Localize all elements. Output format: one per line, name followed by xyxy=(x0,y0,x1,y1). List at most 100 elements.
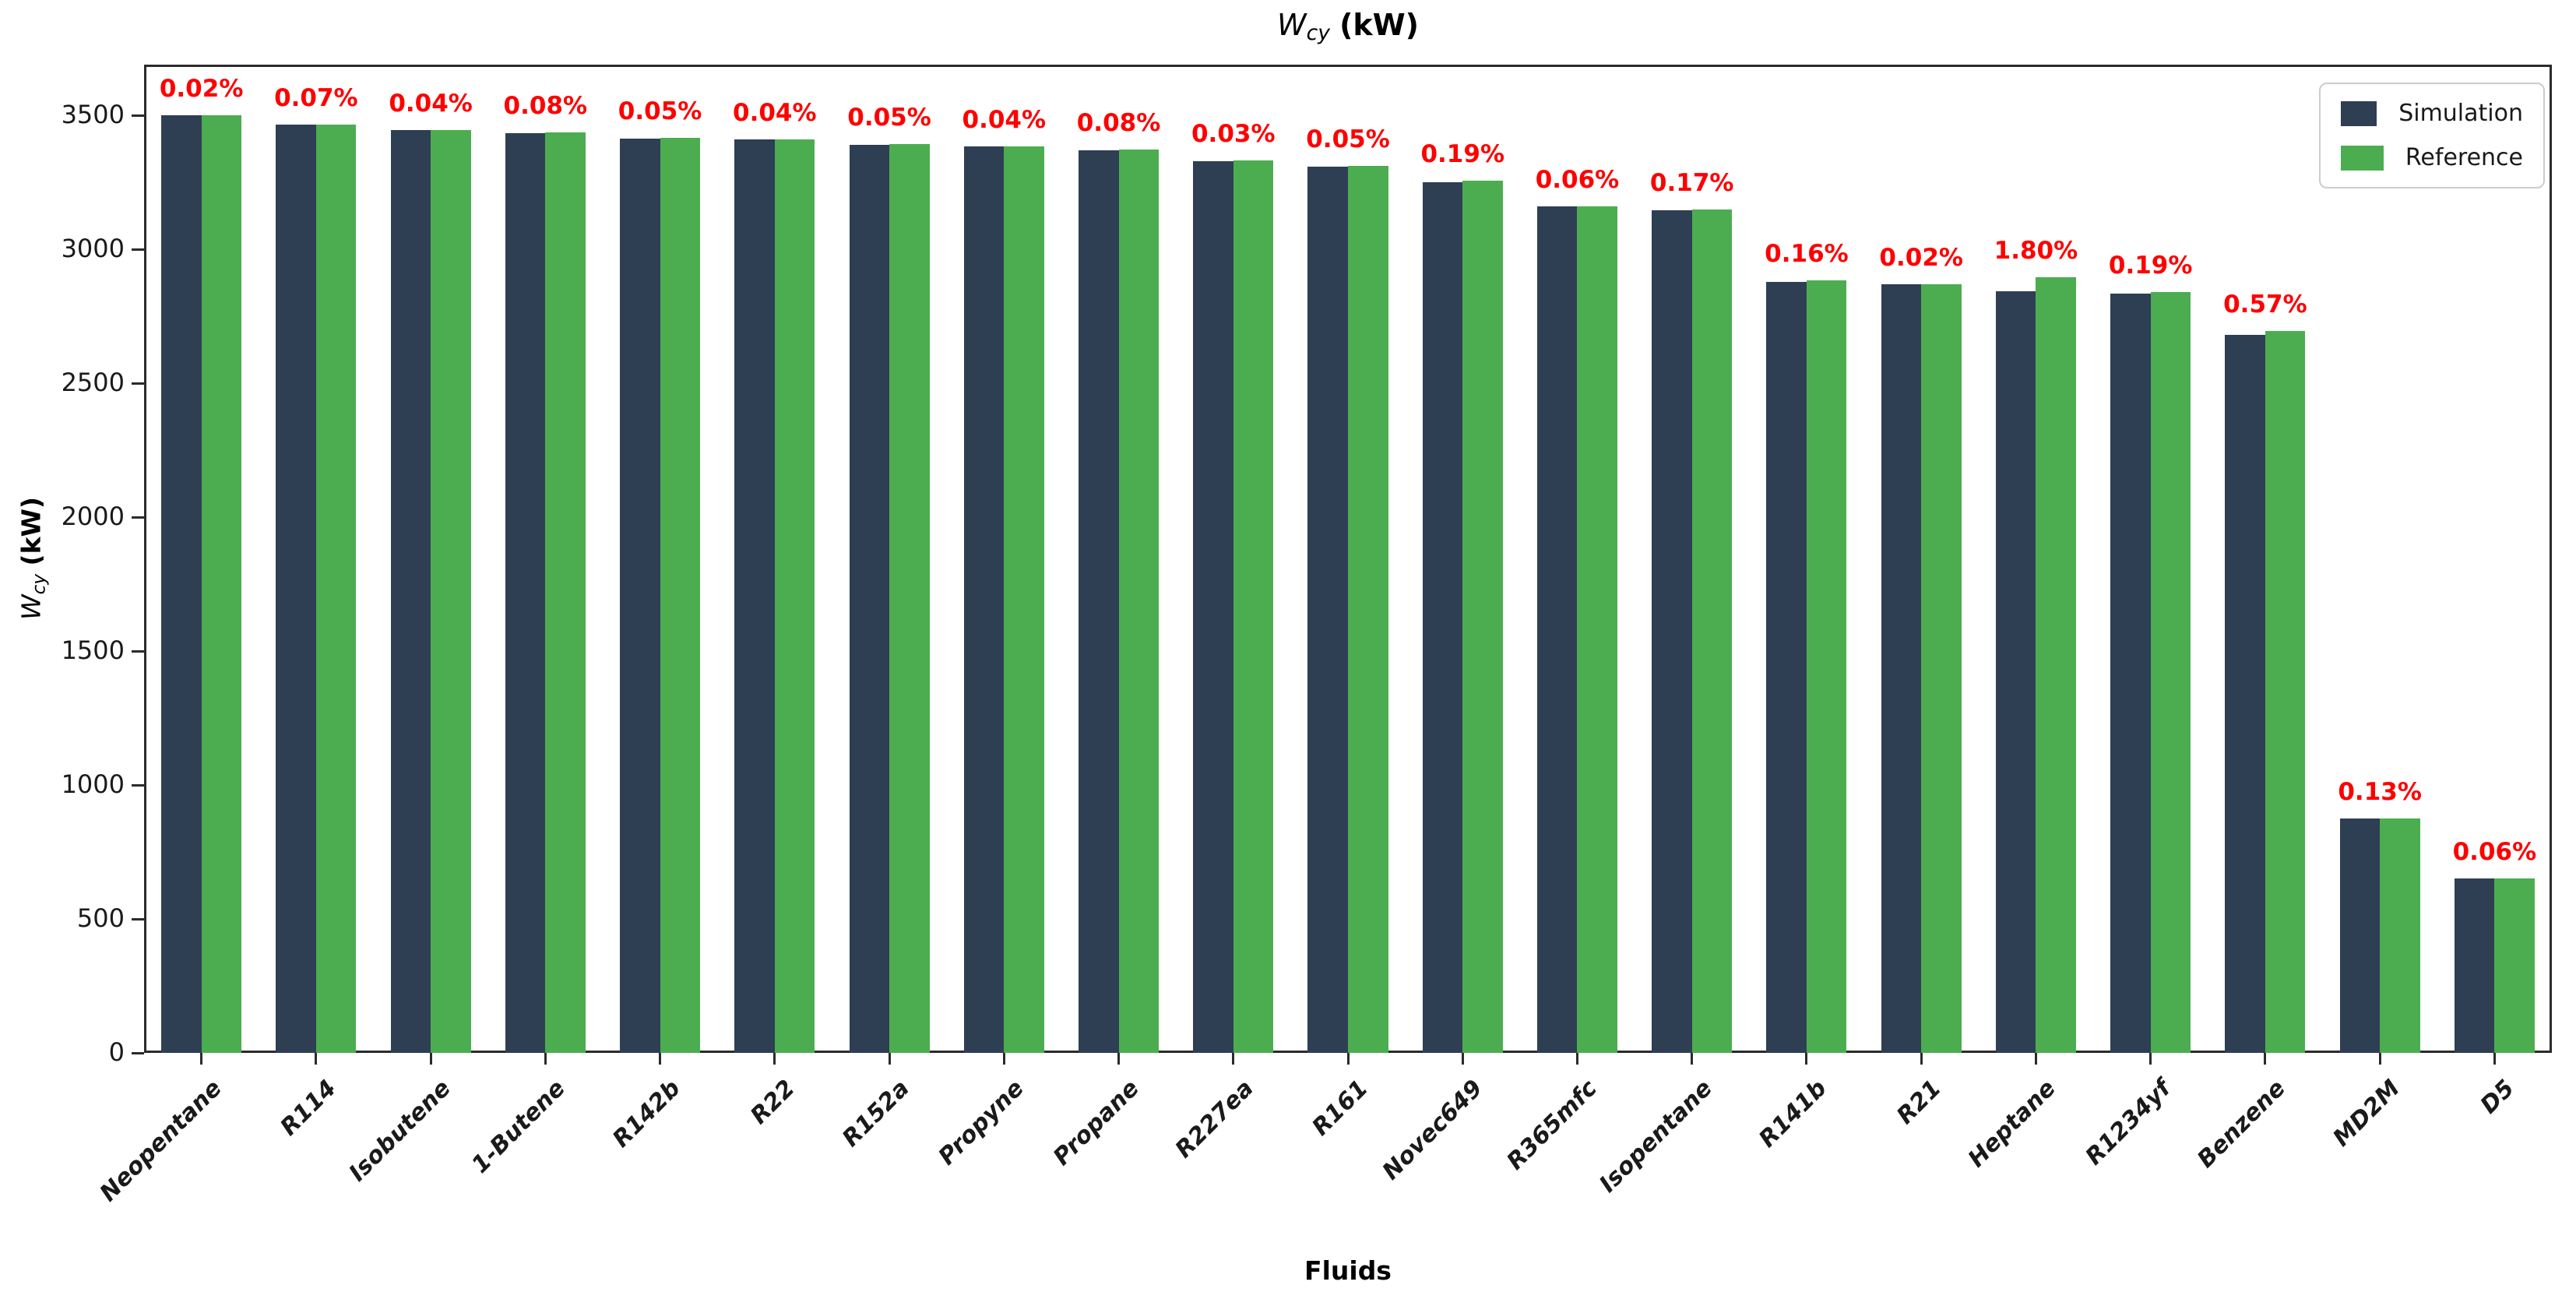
x-tick-mark xyxy=(2264,1053,2267,1065)
bar-simulation xyxy=(1307,166,1348,1053)
bar-reference xyxy=(2494,878,2535,1053)
x-tick-label: R227ea xyxy=(1170,1075,1259,1164)
bar-reference xyxy=(1806,280,1847,1053)
error-label: 0.08% xyxy=(503,91,588,120)
x-tick-label: Heptane xyxy=(1963,1075,2062,1174)
y-tick-mark xyxy=(132,1051,144,1054)
chart-title: Wcy (kW) xyxy=(144,8,2552,45)
bar-reference xyxy=(1233,160,1274,1053)
error-label: 0.04% xyxy=(389,89,473,118)
title-unit: (kW) xyxy=(1339,8,1419,42)
y-tick-label: 1000 xyxy=(61,769,125,800)
x-tick-label: Isopentane xyxy=(1593,1075,1718,1199)
bar-reference xyxy=(889,144,930,1053)
legend-item-simulation: Simulation xyxy=(2341,100,2523,127)
legend: Simulation Reference xyxy=(2319,83,2545,188)
error-label: 0.02% xyxy=(159,74,244,103)
legend-label-simulation: Simulation xyxy=(2398,100,2523,127)
x-tick-mark xyxy=(1461,1053,1464,1065)
y-tick-label: 0 xyxy=(108,1037,125,1067)
error-label: 0.05% xyxy=(1306,125,1390,153)
bar-reference xyxy=(2380,818,2420,1053)
bar-simulation xyxy=(276,125,316,1053)
x-tick-label: R22 xyxy=(744,1075,801,1130)
bar-reference xyxy=(201,114,242,1053)
x-tick-label: 1-Butene xyxy=(466,1075,572,1179)
bar-simulation xyxy=(161,115,202,1053)
ylabel-unit: (kW) xyxy=(16,496,47,566)
y-tick-label: 1500 xyxy=(61,635,125,666)
legend-swatch-simulation xyxy=(2341,100,2377,126)
y-tick-mark xyxy=(132,114,144,117)
bar-reference xyxy=(1577,206,1617,1053)
bar-simulation xyxy=(505,132,546,1053)
bar-simulation xyxy=(620,138,660,1053)
x-tick-mark xyxy=(659,1053,662,1065)
bar-reference xyxy=(2036,277,2076,1053)
bar-simulation xyxy=(2339,818,2381,1053)
x-tick-label: R1234yf xyxy=(2080,1075,2177,1171)
error-label: 0.08% xyxy=(1076,109,1161,138)
x-tick-label: Isobutene xyxy=(343,1075,456,1188)
x-tick-mark xyxy=(315,1053,318,1065)
bar-reference xyxy=(660,137,701,1053)
x-tick-label: R365mfc xyxy=(1501,1075,1603,1176)
error-label: 0.07% xyxy=(274,83,358,112)
x-tick-mark xyxy=(2378,1053,2381,1065)
bar-simulation xyxy=(1078,150,1119,1053)
x-tick-mark xyxy=(429,1053,432,1065)
y-tick-mark xyxy=(132,382,144,385)
bar-reference xyxy=(431,129,471,1053)
legend-item-reference: Reference xyxy=(2341,144,2523,171)
bar-reference xyxy=(1004,146,1044,1053)
x-tick-mark xyxy=(1002,1053,1005,1065)
bar-simulation xyxy=(390,130,431,1053)
error-label: 0.06% xyxy=(1535,165,1620,194)
x-tick-label: R142b xyxy=(607,1075,686,1153)
ylabel-subscript: cy xyxy=(29,574,50,595)
x-tick-mark xyxy=(1575,1053,1578,1065)
x-tick-label: R21 xyxy=(1892,1075,1947,1130)
bar-simulation xyxy=(1881,284,1922,1053)
bar-reference xyxy=(2150,292,2191,1053)
x-tick-mark xyxy=(888,1053,891,1065)
x-tick-label: MD2M xyxy=(2328,1075,2405,1153)
bar-simulation xyxy=(1766,281,1807,1053)
y-tick-mark xyxy=(132,783,144,787)
x-axis-label: Fluids xyxy=(1304,1255,1392,1286)
title-subscript: cy xyxy=(1306,21,1330,45)
error-label: 1.80% xyxy=(1994,237,2078,266)
bar-simulation xyxy=(2225,335,2265,1053)
y-tick-mark xyxy=(132,516,144,519)
error-label: 0.19% xyxy=(2108,252,2193,280)
bar-simulation xyxy=(1193,160,1233,1053)
y-tick-label: 3000 xyxy=(61,234,125,264)
y-tick-label: 2000 xyxy=(61,502,125,532)
bar-reference xyxy=(774,139,815,1053)
x-tick-label: D5 xyxy=(2476,1075,2521,1120)
x-tick-label: R152a xyxy=(837,1075,915,1153)
bar-reference xyxy=(315,124,357,1053)
x-tick-mark xyxy=(2034,1053,2037,1065)
x-tick-label: Benzene xyxy=(2192,1075,2291,1174)
x-tick-mark xyxy=(1346,1053,1350,1065)
x-tick-label: Novec649 xyxy=(1377,1075,1488,1186)
error-label: 0.13% xyxy=(2338,777,2422,806)
bar-simulation xyxy=(849,145,890,1053)
error-label: 0.16% xyxy=(1765,239,1849,268)
error-label: 0.57% xyxy=(2223,290,2307,319)
x-tick-mark xyxy=(1117,1053,1121,1065)
bar-simulation xyxy=(734,139,775,1053)
x-tick-label: Propyne xyxy=(933,1075,1030,1171)
bar-reference xyxy=(545,132,586,1053)
bar-simulation xyxy=(963,146,1005,1053)
y-axis-label: Wcy (kW) xyxy=(16,497,50,620)
bar-simulation xyxy=(2454,878,2495,1053)
y-tick-mark xyxy=(132,917,144,921)
y-tick-label: 500 xyxy=(76,903,125,934)
error-label: 0.03% xyxy=(1191,120,1276,149)
x-tick-mark xyxy=(2149,1053,2152,1065)
x-tick-mark xyxy=(1920,1053,1923,1065)
y-tick-label: 2500 xyxy=(61,368,125,398)
